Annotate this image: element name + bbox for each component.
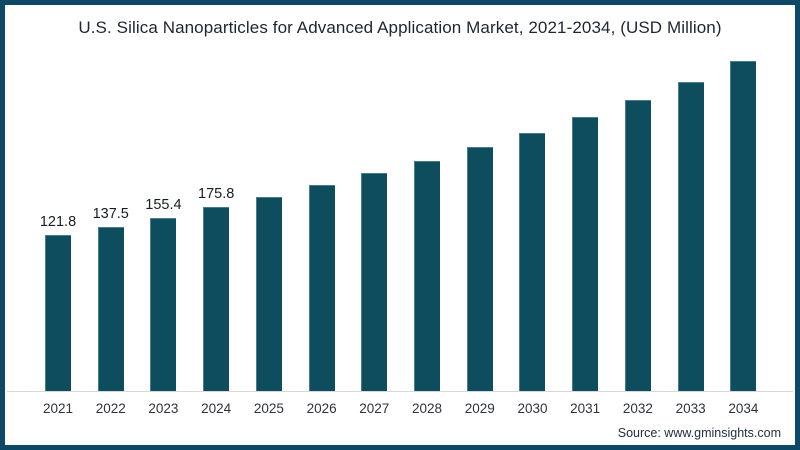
x-tick-label-2032: 2032: [622, 401, 653, 416]
bar-2022: [97, 227, 124, 391]
source-note: Source: www.gminsights.com: [617, 426, 781, 440]
x-tick-label-2027: 2027: [359, 401, 390, 416]
bar-2028: [414, 161, 441, 391]
x-tick-label-2029: 2029: [464, 401, 495, 416]
x-tick-label-2023: 2023: [148, 401, 179, 416]
x-tick-label-2031: 2031: [570, 401, 601, 416]
x-tick-label-2021: 2021: [42, 401, 74, 416]
bar-2021: [45, 235, 71, 391]
bar-2027: [361, 173, 388, 391]
x-tick-label-2025: 2025: [253, 401, 284, 416]
bar-2026: [308, 185, 335, 391]
bar-2034: [730, 61, 757, 391]
x-tick-label-2026: 2026: [306, 401, 337, 416]
x-tick-label-2024: 2024: [201, 401, 232, 416]
x-axis-line: [7, 391, 793, 392]
bar-2031: [572, 117, 599, 391]
x-tick-label-2034: 2034: [728, 401, 759, 416]
bar-value-label-2022: 137.5: [92, 206, 129, 222]
bar-2029: [466, 147, 493, 391]
x-tick-label-2028: 2028: [412, 401, 443, 416]
bar-2024: [203, 207, 230, 391]
bar-2030: [519, 133, 546, 391]
x-tick-label-2022: 2022: [95, 401, 126, 416]
bar-2033: [677, 82, 704, 391]
x-tick-label-2030: 2030: [517, 401, 548, 416]
bar-value-label-2021: 121.8: [39, 214, 77, 230]
bar-2025: [255, 197, 282, 391]
x-tick-label-2033: 2033: [675, 401, 706, 416]
bar-2023: [150, 218, 177, 391]
bar-value-label-2024: 175.8: [198, 186, 235, 202]
bar-value-label-2023: 155.4: [145, 197, 182, 213]
plot-area: 121.8 2021 137.5 2022 155.4 2023 175.8 2024 2025…: [5, 5, 795, 445]
chart-title: U.S. Silica Nanoparticles for Advanced A…: [78, 18, 722, 37]
bar-2032: [624, 100, 651, 391]
